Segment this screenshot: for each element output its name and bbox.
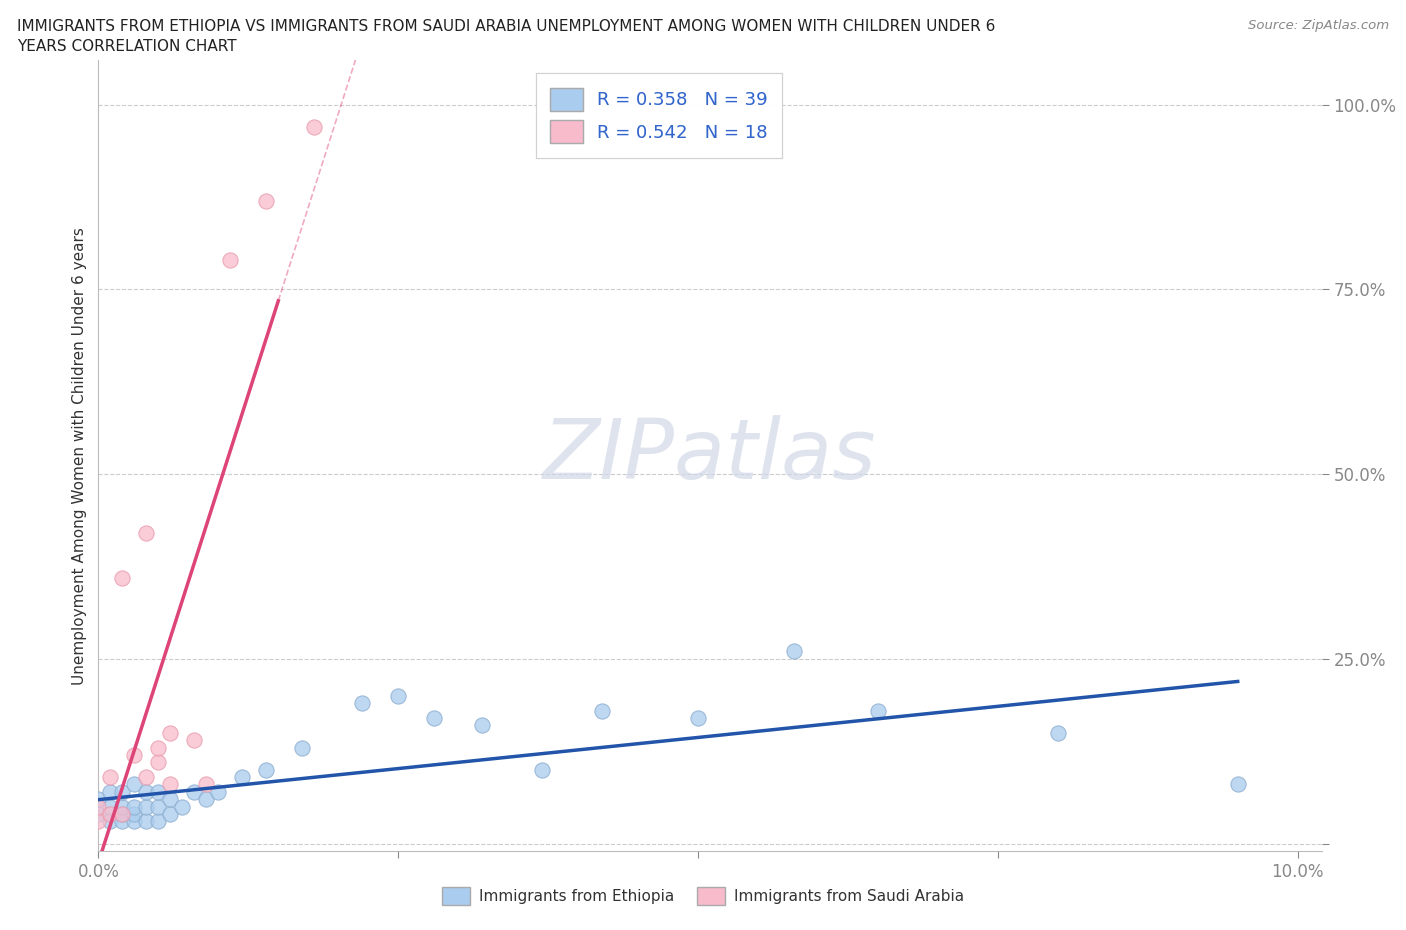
Point: [783, 644, 806, 659]
Point: [686, 711, 709, 725]
Point: [387, 688, 409, 703]
Point: [148, 755, 170, 770]
Point: [304, 119, 326, 134]
Text: ZIPatlas: ZIPatlas: [543, 415, 877, 497]
Point: [195, 791, 218, 806]
Point: [100, 770, 122, 785]
Point: [207, 784, 229, 799]
Point: [231, 770, 253, 785]
Point: [148, 814, 170, 829]
Legend: R = 0.358   N = 39, R = 0.542   N = 18: R = 0.358 N = 39, R = 0.542 N = 18: [536, 73, 782, 158]
Point: [159, 791, 181, 806]
Legend: Immigrants from Ethiopia, Immigrants from Saudi Arabia: Immigrants from Ethiopia, Immigrants fro…: [436, 882, 970, 911]
Point: [183, 733, 205, 748]
Point: [135, 784, 157, 799]
Point: [124, 777, 146, 792]
Point: [471, 718, 494, 733]
Point: [87, 814, 110, 829]
Point: [135, 814, 157, 829]
Point: [254, 763, 277, 777]
Point: [591, 703, 613, 718]
Point: [148, 799, 170, 814]
Point: [135, 525, 157, 540]
Point: [148, 784, 170, 799]
Point: [87, 799, 110, 814]
Point: [1226, 777, 1249, 792]
Text: IMMIGRANTS FROM ETHIOPIA VS IMMIGRANTS FROM SAUDI ARABIA UNEMPLOYMENT AMONG WOME: IMMIGRANTS FROM ETHIOPIA VS IMMIGRANTS F…: [17, 19, 995, 33]
Point: [87, 806, 110, 821]
Point: [159, 725, 181, 740]
Point: [135, 799, 157, 814]
Point: [135, 770, 157, 785]
Point: [111, 784, 134, 799]
Point: [1046, 725, 1069, 740]
Point: [124, 806, 146, 821]
Point: [291, 740, 314, 755]
Point: [159, 806, 181, 821]
Point: [111, 799, 134, 814]
Point: [100, 806, 122, 821]
Point: [111, 806, 134, 821]
Y-axis label: Unemployment Among Women with Children Under 6 years: Unemployment Among Women with Children U…: [72, 227, 87, 684]
Point: [87, 791, 110, 806]
Point: [159, 777, 181, 792]
Point: [352, 696, 374, 711]
Point: [423, 711, 446, 725]
Point: [219, 252, 242, 267]
Text: YEARS CORRELATION CHART: YEARS CORRELATION CHART: [17, 39, 236, 54]
Point: [100, 784, 122, 799]
Point: [866, 703, 889, 718]
Point: [124, 799, 146, 814]
Text: Source: ZipAtlas.com: Source: ZipAtlas.com: [1249, 19, 1389, 32]
Point: [111, 570, 134, 585]
Point: [111, 806, 134, 821]
Point: [124, 814, 146, 829]
Point: [148, 740, 170, 755]
Point: [172, 799, 194, 814]
Point: [254, 193, 277, 208]
Point: [100, 814, 122, 829]
Point: [124, 748, 146, 763]
Point: [183, 784, 205, 799]
Point: [531, 763, 554, 777]
Point: [195, 777, 218, 792]
Point: [100, 799, 122, 814]
Point: [111, 814, 134, 829]
